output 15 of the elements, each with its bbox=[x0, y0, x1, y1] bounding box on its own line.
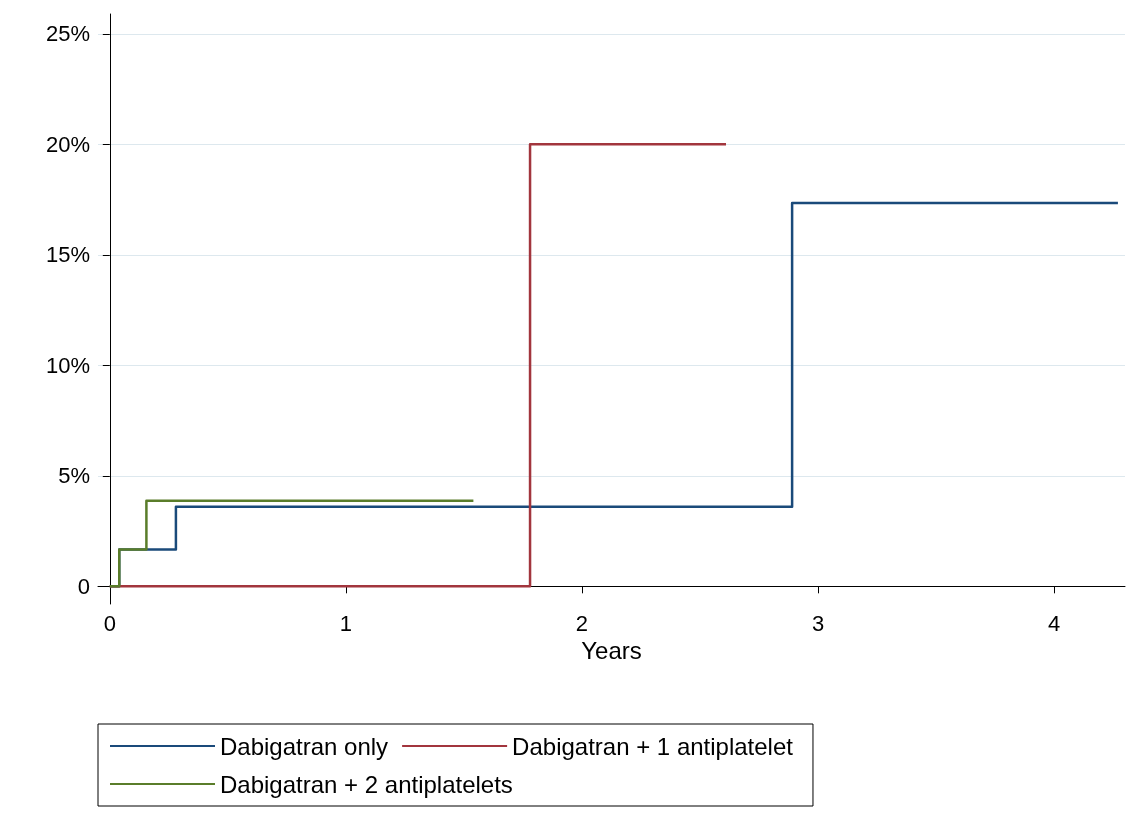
legend-label: Dabigatran + 2 antiplatelets bbox=[220, 770, 513, 798]
x-tick-label: 0 bbox=[103, 610, 116, 636]
y-tick-label: 10% bbox=[45, 352, 90, 378]
legend-label: Dabigatran + 1 antiplatelet bbox=[512, 732, 794, 760]
x-tick-label: 1 bbox=[339, 610, 353, 636]
x-tick-label: 3 bbox=[811, 610, 825, 636]
y-tick-label: 20% bbox=[45, 131, 90, 157]
y-tick-label: 25% bbox=[45, 21, 90, 47]
x-tick-label: 2 bbox=[575, 610, 589, 636]
y-tick-label: 5% bbox=[58, 463, 90, 489]
y-tick-label: 15% bbox=[45, 242, 90, 268]
x-tick-label: 4 bbox=[1048, 610, 1061, 636]
y-tick-label: 0 bbox=[77, 573, 90, 599]
legend-label: Dabigatran only bbox=[220, 732, 389, 760]
x-axis-title: Years bbox=[581, 637, 642, 665]
